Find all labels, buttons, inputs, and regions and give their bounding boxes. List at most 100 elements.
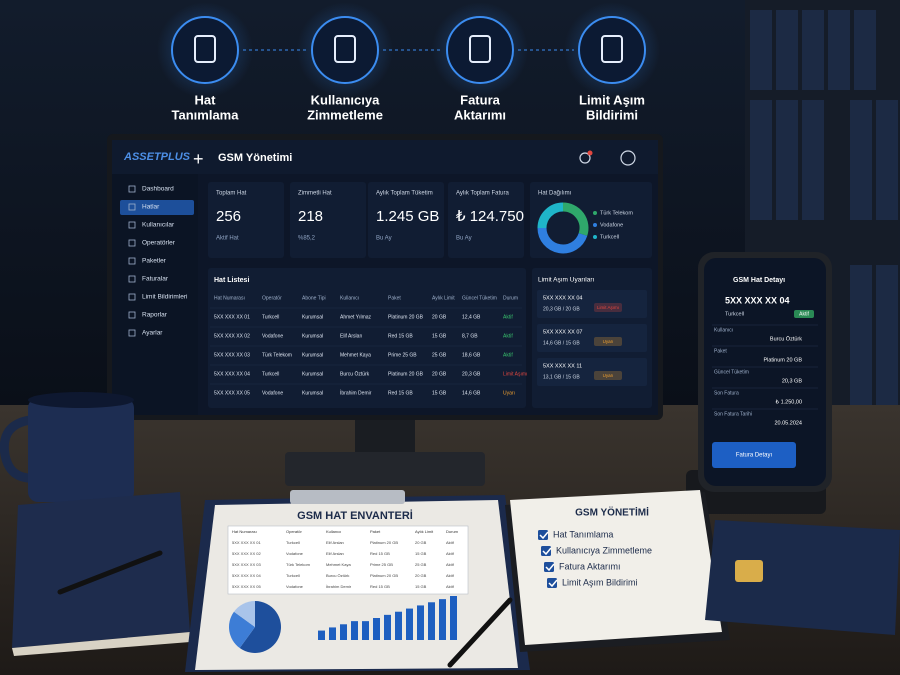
- table-cell: Kurumsal: [302, 333, 323, 339]
- table-cell: 20 GB: [432, 314, 447, 320]
- field-label: Son Fatura Tarihi: [714, 411, 752, 417]
- feature-icon: [311, 16, 379, 84]
- alert-badge: [594, 337, 622, 346]
- card-title: Hat Dağılımı: [538, 191, 572, 197]
- inventory-cell: Red 15 GB: [370, 584, 390, 589]
- table-header: Operatör: [262, 295, 282, 301]
- inventory-bar: [318, 630, 325, 640]
- card-value: 256: [216, 208, 241, 225]
- menu-item: Ayarlar: [142, 330, 163, 337]
- legend-label: Vodafone: [600, 222, 623, 228]
- inventory-pie-slice: [239, 601, 281, 653]
- inventory-cell: Turkcell: [286, 573, 300, 578]
- table-cell: 5XX XXX XX 01: [214, 314, 250, 320]
- menu-item: Limit Bildirimleri: [142, 294, 188, 301]
- menu-icon: [128, 275, 136, 283]
- field-value: 20.05.2024: [774, 420, 802, 426]
- card-title: Toplam Hat: [216, 191, 247, 197]
- inventory-header: Paket: [370, 529, 381, 534]
- legend-label: Türk Telekom: [600, 210, 633, 216]
- table-cell: 14,6 GB: [462, 390, 481, 396]
- inventory-cell: 15 GB: [415, 584, 427, 589]
- inventory-cell: 15 GB: [415, 551, 427, 556]
- menu-item: Operatörler: [142, 240, 176, 247]
- inventory-bar: [362, 621, 369, 640]
- checkbox: [547, 578, 557, 588]
- table-cell: 18,6 GB: [462, 352, 481, 358]
- content: HatTanımlamaKullanıcıyaZimmetlemeFaturaA…: [123, 2, 818, 653]
- status: Limit Aşımı: [503, 371, 527, 377]
- panel-title: Hat Listesi: [214, 277, 249, 284]
- inventory-header: Aylık Limit: [415, 529, 434, 534]
- shelves: [745, 0, 900, 420]
- inventory-cell: 5XX XXX XX 05: [232, 584, 261, 589]
- field-value: ₺ 1.250,00: [776, 399, 802, 405]
- menu-icon: [128, 185, 136, 193]
- card-sub: Aktif Hat: [216, 236, 239, 242]
- mug: [0, 392, 134, 502]
- checklist-item: Hat Tanımlama: [553, 529, 613, 539]
- inventory-cell: Aktif: [446, 551, 455, 556]
- table-header: Abone Tipi: [302, 295, 326, 301]
- legend-dot: [593, 235, 597, 239]
- legend-dot: [593, 211, 597, 215]
- card: [208, 182, 284, 258]
- inventory-cell: Platinum 20 GB: [370, 573, 398, 578]
- table-cell: 25 GB: [432, 352, 447, 358]
- status: Aktif: [503, 333, 513, 339]
- alert-status: Uyarı: [603, 373, 614, 378]
- table-cell: Platinum 20 GB: [388, 371, 424, 377]
- inventory-header: Durum: [446, 529, 459, 534]
- card-value: 218: [298, 208, 323, 225]
- phone-status: Aktif: [799, 311, 809, 317]
- menu-icon: [128, 203, 136, 211]
- feature-glyph: [194, 35, 216, 63]
- table-cell: Prime 25 GB: [388, 352, 417, 358]
- inventory-cell: Aktif: [446, 562, 455, 567]
- feature-label: Tanımlama: [172, 107, 240, 122]
- inventory-bar: [395, 611, 402, 640]
- table-cell: İbrahim Demir: [340, 389, 372, 396]
- table-cell: Kurumsal: [302, 371, 323, 377]
- alert-number: 5XX XXX XX 04: [543, 295, 582, 301]
- alert-status: Limit Aşımı: [597, 305, 619, 310]
- inventory-bar: [351, 621, 358, 640]
- menu-item: Hatlar: [142, 204, 160, 211]
- inventory-cell: 5XX XXX XX 03: [232, 562, 261, 567]
- table-header: Kullanıcı: [340, 295, 359, 301]
- table-header: Durum: [503, 295, 518, 301]
- card-title: Aylık Toplam Tüketim: [376, 191, 433, 197]
- feature-label: Kullanıcıya: [311, 92, 380, 107]
- alert-item: [537, 290, 647, 318]
- status: Aktif: [503, 352, 513, 358]
- feature-label: Fatura: [460, 92, 501, 107]
- legend-label: Turkcell: [600, 234, 619, 240]
- alert-number: 5XX XXX XX 11: [543, 363, 582, 369]
- menu-icon: [128, 221, 136, 229]
- status-badge: [794, 310, 814, 318]
- menu-item: Faturalar: [142, 276, 169, 283]
- inventory-cell: Red 15 GB: [370, 551, 390, 556]
- checkbox: [544, 562, 554, 572]
- inventory-bar: [417, 605, 424, 640]
- table-cell: Turkcell: [262, 314, 279, 320]
- menu-icon: [128, 239, 136, 247]
- feature-icon: [446, 16, 514, 84]
- menu-item: Raporlar: [142, 312, 168, 319]
- spiral-notebook: [505, 490, 730, 652]
- phone-button[interactable]: Fatura Detayı: [736, 453, 773, 459]
- menu-icon: [128, 329, 136, 337]
- inventory-cell: Turkcell: [286, 540, 300, 545]
- menu-item: Dashboard: [142, 186, 174, 193]
- table-cell: Kurumsal: [302, 314, 323, 320]
- inventory-bar: [373, 618, 380, 640]
- alert-badge: [594, 303, 622, 312]
- feature-glyph: [469, 35, 491, 63]
- notification-dot: [587, 150, 593, 156]
- table-cell: Red 15 GB: [388, 390, 413, 396]
- card: [290, 182, 366, 258]
- logo-plus: +: [193, 149, 204, 169]
- inventory-cell: 5XX XXX XX 02: [232, 551, 261, 556]
